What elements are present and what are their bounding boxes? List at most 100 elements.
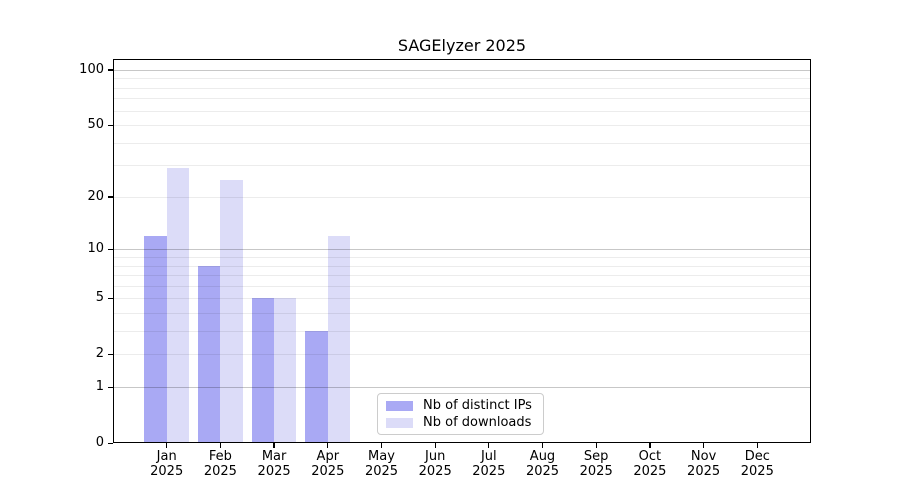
x-label-year: 2025: [525, 464, 560, 479]
minor-gridline-6: [114, 285, 810, 287]
bar-jan-distinct-ips: [144, 235, 167, 443]
x-tick-nov: [702, 443, 705, 448]
x-label-month: Apr: [316, 449, 340, 464]
x-label-year: 2025: [311, 464, 345, 479]
x-label-year: 2025: [740, 464, 774, 479]
minor-gridline-2: [114, 354, 810, 356]
legend-label-downloads: Nb of downloads: [423, 415, 532, 430]
x-tick-apr: [327, 443, 329, 448]
y-tick-label-10: 10: [87, 241, 104, 257]
y-tick-1: [108, 386, 113, 389]
y-tick-0: [108, 442, 113, 445]
x-label-month: Feb: [208, 449, 232, 464]
x-tick-label-dec: Dec 2025: [725, 449, 789, 479]
y-tick-label-100: 100: [79, 61, 104, 77]
y-tick-10: [108, 248, 113, 251]
x-tick-label-sep: Sep 2025: [564, 449, 628, 479]
y-tick-5: [108, 297, 113, 300]
major-gridline-100: [114, 69, 810, 71]
bar-mar-distinct-ips: [251, 298, 275, 443]
x-tick-label-nov: Nov 2025: [672, 449, 736, 479]
bar-feb-downloads: [220, 179, 243, 443]
x-tick-jan: [166, 443, 168, 448]
x-tick-aug: [541, 443, 544, 448]
y-tick-label-50: 50: [87, 117, 104, 133]
minor-gridline-20: [114, 196, 810, 198]
major-gridline-10: [114, 249, 810, 251]
y-tick-label-0: 0: [95, 435, 104, 451]
x-tick-feb: [219, 443, 222, 448]
bar-apr-distinct-ips: [305, 331, 328, 443]
legend-row-distinct-ips: Nb of distinct IPs: [386, 397, 535, 414]
y-tick-label-2: 2: [95, 346, 104, 362]
major-gridline-1: [114, 387, 810, 389]
legend-row-downloads: Nb of downloads: [386, 414, 535, 431]
bar-mar-downloads: [274, 298, 297, 443]
x-tick-mar: [273, 443, 275, 448]
x-tick-label-jun: Jun 2025: [403, 449, 467, 479]
legend-swatch-downloads: [386, 417, 413, 428]
legend-label-distinct-ips: Nb of distinct IPs: [423, 398, 532, 413]
x-label-month: Jan: [156, 449, 177, 464]
x-tick-jun: [434, 443, 436, 448]
x-label-month: Aug: [529, 449, 556, 464]
bar-jan-downloads: [166, 168, 190, 443]
x-label-year: 2025: [687, 464, 721, 479]
minor-gridline-50: [114, 125, 810, 127]
x-tick-label-jan: Jan 2025: [135, 449, 199, 479]
minor-gridline-9: [114, 257, 810, 258]
y-tick-label-20: 20: [87, 188, 104, 204]
minor-gridline-7: [114, 275, 810, 276]
y-tick-2: [108, 353, 113, 356]
x-tick-label-jul: Jul 2025: [457, 449, 521, 479]
y-tick-100: [108, 69, 113, 71]
minor-gridline-30: [114, 165, 810, 167]
x-label-year: 2025: [633, 464, 667, 479]
y-tick-label-5: 5: [95, 290, 104, 306]
x-tick-sep: [595, 443, 597, 448]
x-label-year: 2025: [257, 464, 291, 479]
x-label-month: Jul: [480, 449, 497, 464]
x-label-month: Dec: [744, 449, 770, 464]
legend: Nb of distinct IPs Nb of downloads: [377, 393, 544, 435]
y-tick-20: [108, 196, 113, 198]
minor-gridline-4: [114, 313, 810, 314]
x-tick-oct: [649, 443, 651, 448]
minor-gridline-70: [114, 98, 810, 100]
x-label-month: Sep: [583, 449, 609, 464]
x-label-year: 2025: [203, 464, 237, 479]
bar-apr-downloads: [327, 235, 351, 443]
chart-title: SAGElyzer 2025: [397, 36, 527, 55]
minor-gridline-40: [114, 142, 810, 144]
bar-feb-distinct-ips: [198, 265, 221, 443]
x-tick-label-oct: Oct 2025: [618, 449, 682, 479]
y-tick-50: [108, 124, 113, 126]
x-tick-may: [380, 443, 383, 448]
plot-frame: [113, 59, 811, 443]
x-label-month: Mar: [261, 449, 287, 464]
minor-gridline-5: [114, 298, 810, 300]
x-tick-label-may: May 2025: [350, 449, 414, 479]
y-tick-label-1: 1: [95, 379, 104, 395]
legend-swatch-distinct-ips: [386, 400, 413, 411]
minor-gridline-8: [114, 265, 810, 267]
x-tick-label-aug: Aug 2025: [511, 449, 575, 479]
x-tick-label-apr: Apr 2025: [296, 449, 360, 479]
x-label-month: Oct: [638, 449, 662, 464]
minor-gridline-3: [114, 331, 810, 333]
x-tick-jul: [488, 443, 490, 448]
minor-gridline-90: [114, 78, 810, 80]
x-tick-label-mar: Mar 2025: [242, 449, 306, 479]
x-tick-label-feb: Feb 2025: [188, 449, 252, 479]
x-label-year: 2025: [150, 464, 184, 479]
x-label-year: 2025: [364, 464, 399, 479]
x-tick-dec: [756, 443, 758, 448]
x-label-month: May: [368, 449, 395, 464]
minor-gridline-80: [114, 87, 810, 89]
x-label-year: 2025: [472, 464, 506, 479]
x-label-year: 2025: [418, 464, 452, 479]
x-label-year: 2025: [579, 464, 613, 479]
x-label-month: Nov: [690, 449, 717, 464]
minor-gridline-60: [114, 110, 810, 112]
